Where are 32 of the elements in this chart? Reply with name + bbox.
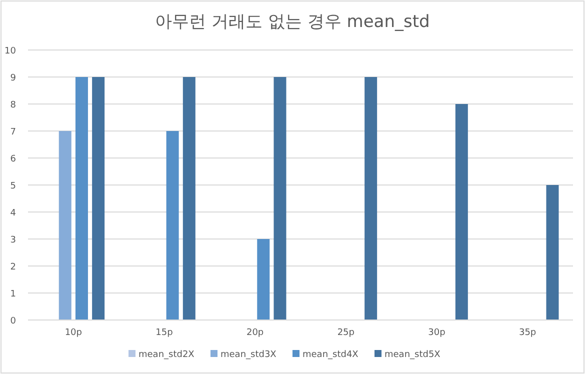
- y-tick-label: 6: [10, 154, 16, 164]
- bar: [92, 77, 105, 320]
- bar: [455, 104, 468, 320]
- y-tick-label: 10: [4, 46, 16, 56]
- bar: [364, 77, 378, 320]
- y-tick-label: 1: [10, 290, 16, 300]
- y-tick-label: 3: [10, 236, 16, 246]
- bar: [546, 185, 559, 320]
- x-tick-label: 35p: [518, 328, 536, 338]
- y-tick-label: 2: [10, 262, 16, 272]
- chart-title: 아무런 거래도 없는 경우 mean_std: [155, 12, 430, 32]
- legend-label: mean_std2X: [138, 350, 194, 360]
- bar: [58, 131, 72, 320]
- bar: [166, 131, 179, 320]
- x-tick-label: 10p: [64, 328, 82, 338]
- x-tick-label: 25p: [337, 328, 355, 338]
- legend-label: mean_std5X: [384, 350, 440, 360]
- y-tick-label: 4: [10, 208, 16, 218]
- y-tick-label: 5: [10, 182, 16, 192]
- legend-label: mean_std3X: [220, 350, 276, 360]
- x-tick-label: 20p: [246, 328, 264, 338]
- bar: [75, 77, 88, 320]
- bar: [182, 77, 196, 320]
- x-tick-label: 30p: [428, 328, 446, 338]
- y-tick-label: 0: [10, 316, 16, 326]
- x-tick-label: 15p: [156, 328, 174, 338]
- bar: [257, 239, 270, 320]
- bar: [274, 77, 286, 320]
- legend-label: mean_std4X: [302, 350, 358, 360]
- y-tick-label: 8: [10, 100, 16, 110]
- y-tick-label: 9: [10, 74, 16, 84]
- y-tick-label: 7: [10, 128, 16, 138]
